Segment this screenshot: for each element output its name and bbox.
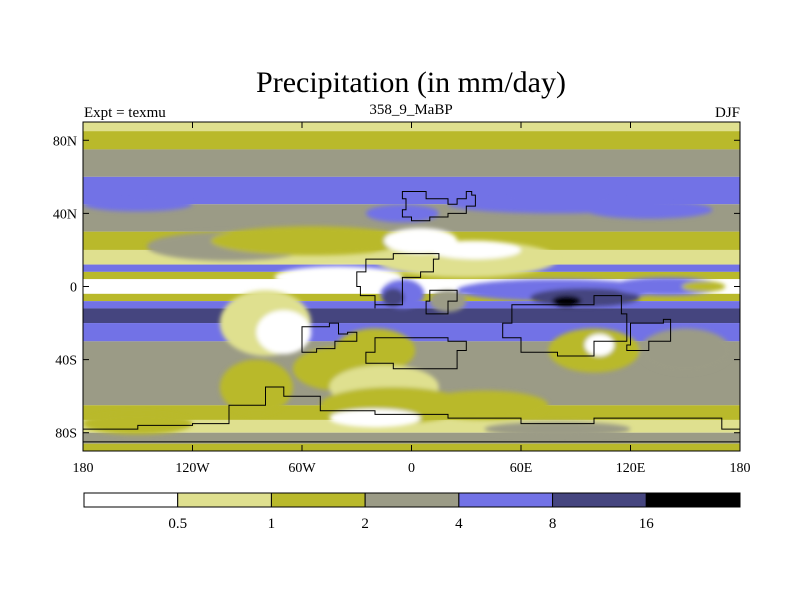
landmass-4 [365, 337, 467, 370]
x-tick-label-3: 0 [408, 461, 415, 476]
x-tick-label-2: 60W [288, 461, 316, 476]
patch-30 [83, 412, 193, 435]
precip-patches [83, 195, 731, 437]
landmass-5 [502, 295, 628, 357]
patch-3 [584, 200, 713, 219]
colorbar-box-5 [552, 492, 647, 508]
colorbar-box-3 [364, 492, 460, 508]
patch-0 [83, 196, 193, 212]
x-tick-label-5: 120E [616, 461, 646, 476]
patch-23 [329, 408, 421, 428]
patch-31 [552, 295, 582, 307]
band-8 [83, 271, 740, 280]
colorbar-label-4: 8 [549, 516, 557, 532]
band-2 [83, 149, 740, 177]
chart-subtitle: 358_9_MaBP [369, 102, 452, 118]
colorbar-box-1 [177, 492, 272, 508]
landmass-0 [401, 191, 476, 222]
landmass-7 [83, 386, 740, 443]
x-tick-label-6: 180 [730, 461, 751, 476]
x-tick-label-1: 120W [175, 461, 210, 476]
chart-title: Precipitation (in mm/day) [256, 66, 566, 99]
landmass-outlines [83, 191, 740, 443]
landmass-6 [626, 318, 672, 351]
band-17 [83, 432, 740, 444]
x-tick-label-4: 60E [510, 461, 533, 476]
patch-26 [584, 334, 615, 356]
colorbar: 0.5 1 2 4 8 16 [83, 492, 741, 532]
colorbar-label-2: 2 [361, 516, 369, 532]
y-tick-label-4: 80S [55, 427, 77, 442]
patch-18 [256, 310, 312, 355]
colorbar-label-1: 1 [268, 516, 276, 532]
y-tick-label-0: 80N [53, 134, 77, 149]
experiment-label: Expt = texmu [84, 105, 166, 121]
y-tick-label-2: 0 [70, 281, 77, 296]
band-13 [83, 323, 740, 342]
patch-9 [274, 266, 403, 289]
colorbar-label-3: 4 [455, 516, 463, 532]
colorbar-label-5: 16 [639, 516, 655, 532]
y-tick-label-3: 40S [55, 354, 77, 369]
colorbar-box-4 [458, 492, 554, 508]
band-12 [83, 308, 740, 324]
colorbar-box-0 [83, 492, 179, 508]
patch-8 [429, 240, 521, 260]
patch-16 [681, 281, 726, 292]
x-axis: 180 120W 60W 0 60E 120E 180 [73, 122, 751, 476]
patch-27 [639, 328, 731, 373]
season-label: DJF [715, 105, 740, 121]
colorbar-label-0: 0.5 [168, 516, 187, 532]
y-axis: 80N 40N 0 40S 80S [53, 134, 740, 442]
patch-29 [484, 421, 631, 437]
plot-area [83, 122, 740, 451]
patch-24 [219, 359, 293, 415]
y-tick-label-1: 40N [53, 207, 77, 222]
landmass-2 [425, 289, 458, 315]
landmass-3 [301, 322, 358, 353]
colorbar-box-6 [645, 492, 741, 508]
x-tick-label-0: 180 [73, 461, 94, 476]
landmass-1 [356, 253, 440, 309]
patch-5 [210, 226, 412, 256]
band-1 [83, 131, 740, 150]
patch-28 [420, 390, 549, 420]
colorbar-box-2 [270, 492, 366, 508]
patch-11 [382, 288, 405, 307]
